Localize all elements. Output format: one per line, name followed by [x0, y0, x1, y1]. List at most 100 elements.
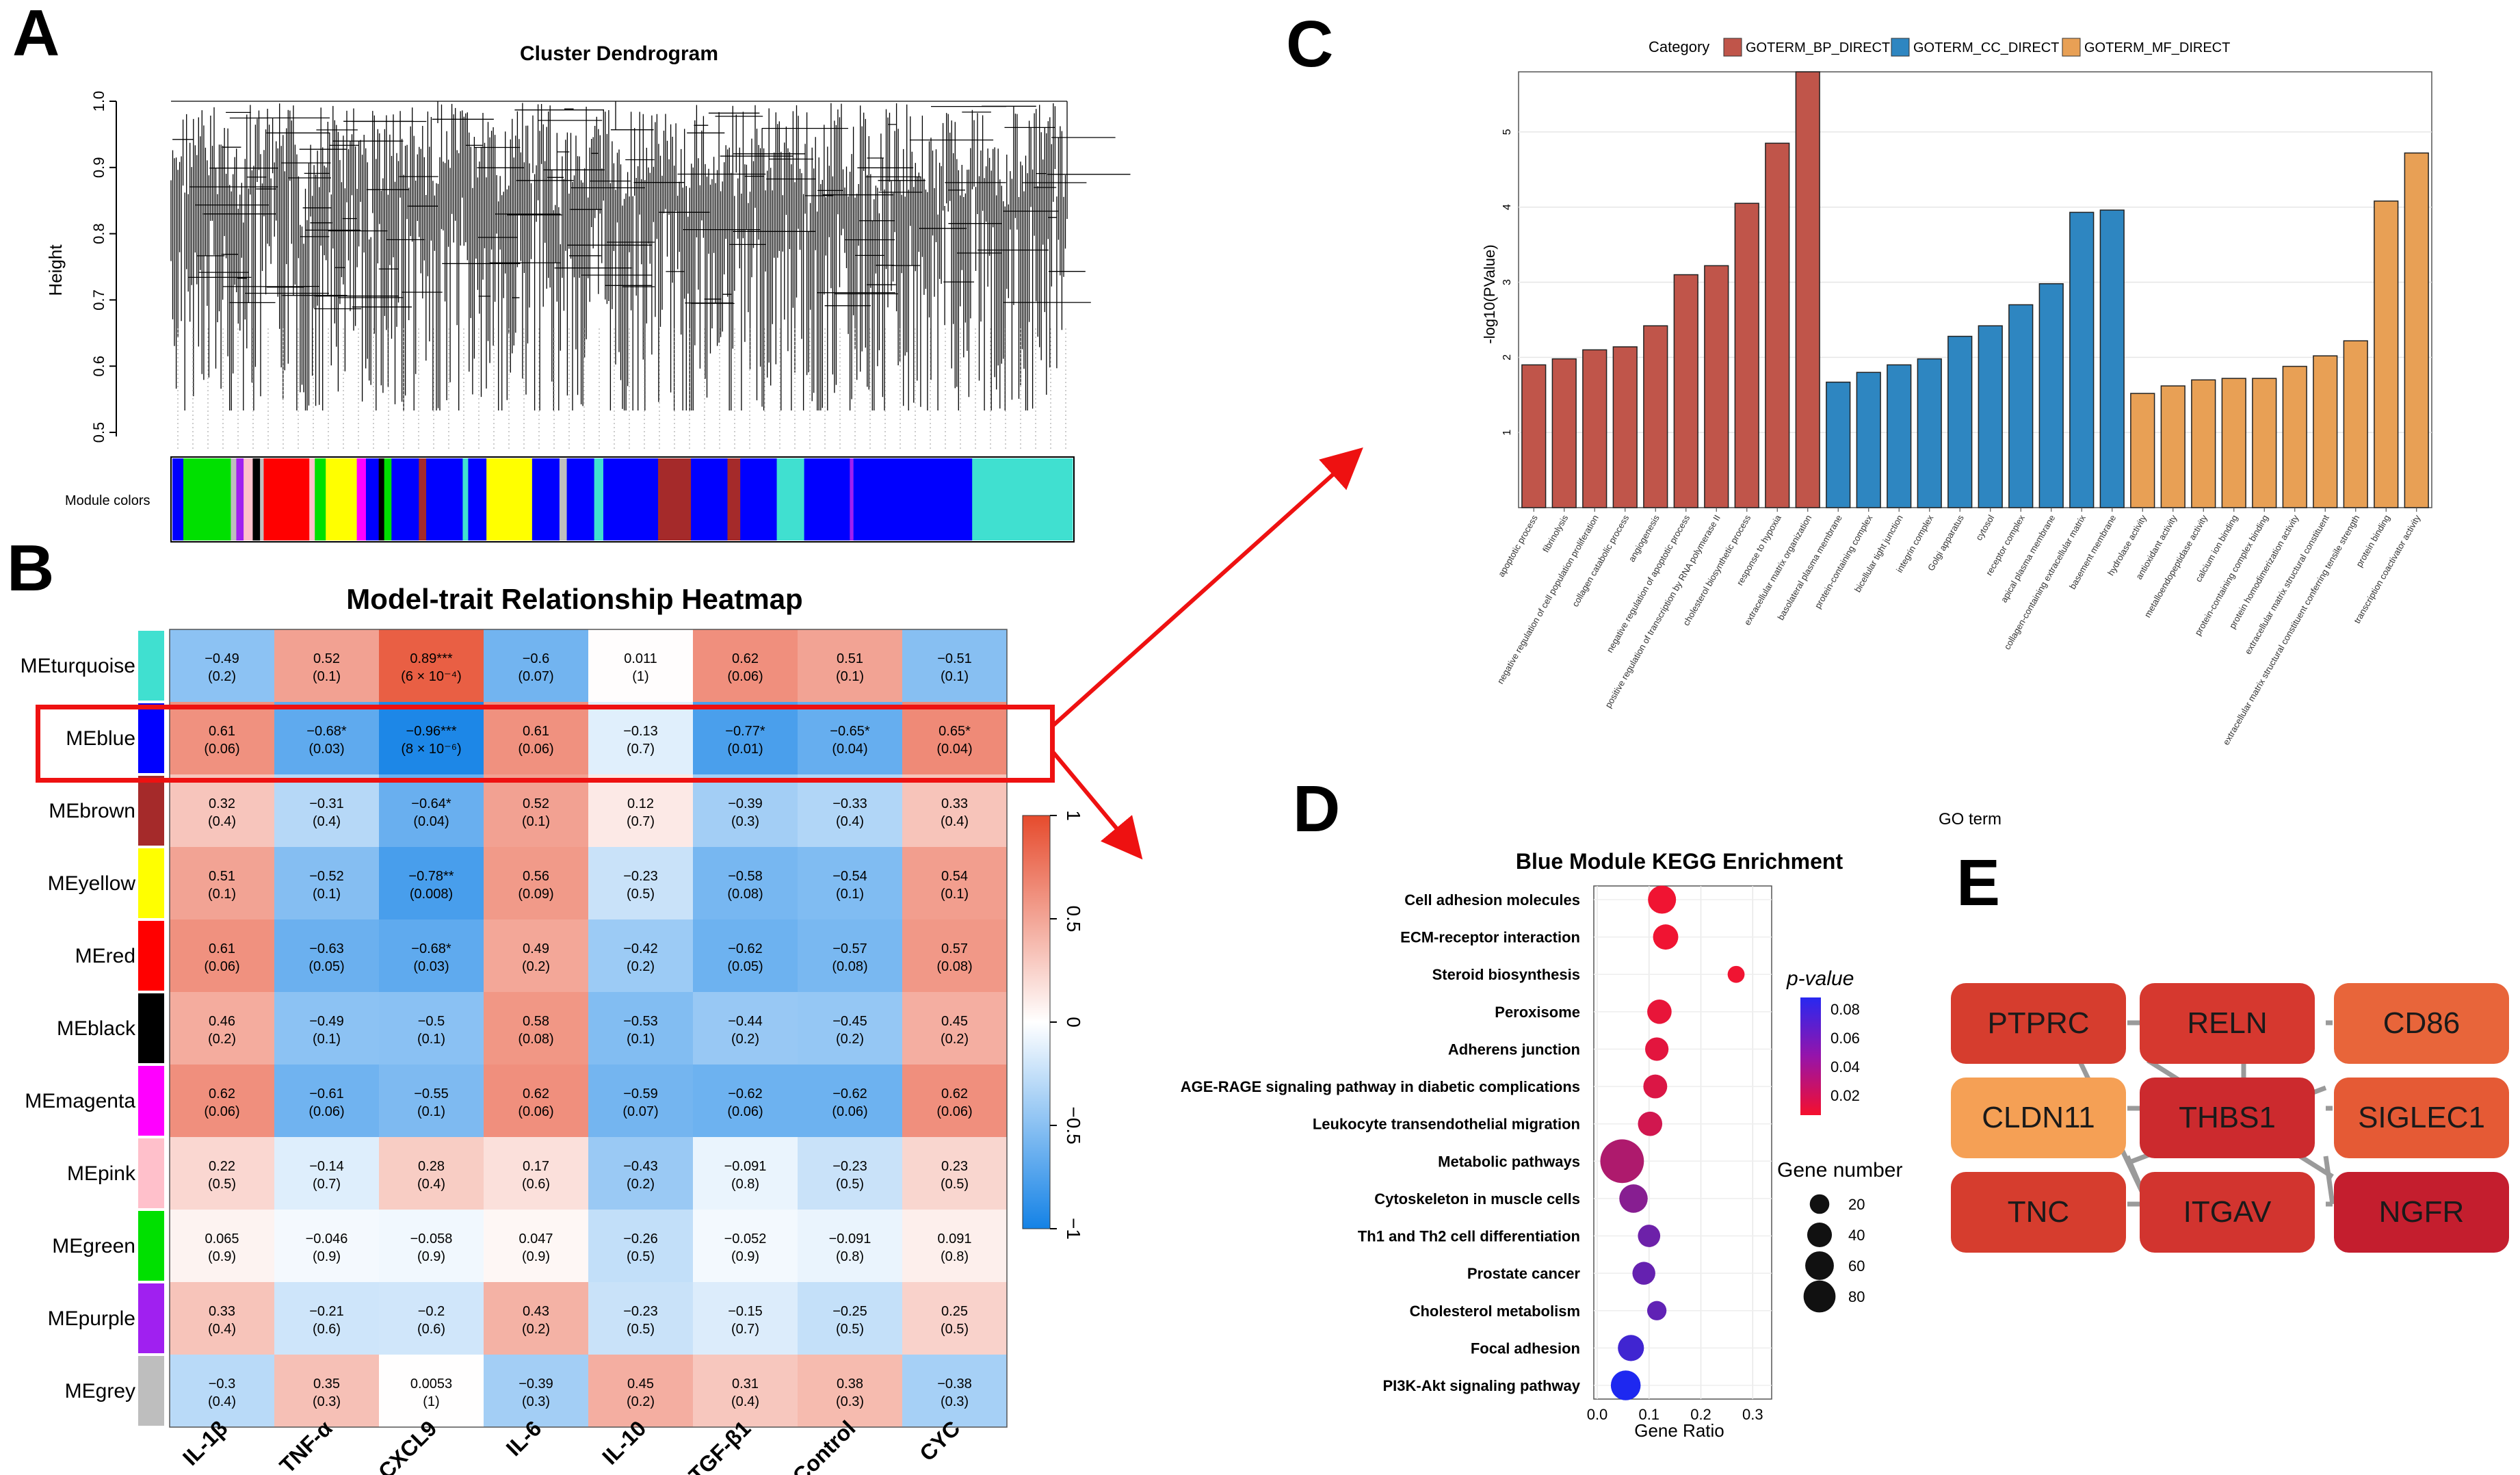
- heatmap-cell-r: 0.62: [941, 1086, 968, 1101]
- module-color-segment: [244, 458, 253, 540]
- heatmap-cell: [170, 629, 274, 702]
- module-colors-frame: [170, 456, 1075, 543]
- heatmap-cell-p: (0.08): [727, 887, 763, 902]
- go-xtick-label: antioxidant activity: [2134, 513, 2179, 582]
- heatmap-cell-p: (0.1): [208, 887, 236, 902]
- module-color-segment: [183, 458, 231, 540]
- go-bar: [1795, 71, 1820, 508]
- heatmap-module-color: [138, 1356, 164, 1426]
- heatmap-cell-r: −0.49: [309, 1014, 344, 1029]
- kegg-size-legend-dot: [1809, 1194, 1830, 1214]
- heatmap-cell: [379, 774, 484, 847]
- dendrogram-ytick-label: 0.5: [90, 422, 107, 443]
- heatmap-cell: [588, 1210, 693, 1282]
- module-color-segment: [365, 458, 380, 540]
- heatmap-cell-r: −0.052: [724, 1231, 767, 1246]
- dendrogram-guides: [177, 328, 1066, 452]
- module-color-segment: [559, 458, 568, 540]
- heatmap-cell-r: −0.59: [623, 1086, 658, 1101]
- heatmap-cell-p: (0.6): [522, 1177, 550, 1192]
- module-color-segment: [740, 458, 778, 540]
- heatmap-cell-r: −0.62: [728, 1086, 763, 1101]
- heatmap-cell: [798, 992, 902, 1065]
- module-color-segment: [727, 458, 741, 540]
- module-color-segment: [356, 458, 367, 540]
- heatmap-cell-r: 0.62: [209, 1086, 235, 1101]
- heatmap-module-color: [138, 848, 164, 918]
- heatmap-cell-r: 0.22: [209, 1159, 235, 1174]
- kegg-pvalue-tick: 0.08: [1830, 1001, 1860, 1018]
- kegg-size-legend-label: 20: [1848, 1196, 1865, 1213]
- go-bar: [1582, 349, 1607, 508]
- heatmap-cell-r: −0.33: [832, 796, 867, 811]
- heatmap-cell-r: 0.52: [523, 796, 549, 811]
- heatmap-cell-p: (0.5): [941, 1177, 969, 1192]
- go-legend-label: GOTERM_MF_DIRECT: [2084, 40, 2230, 55]
- heatmap-cell-p: (0.3): [313, 1394, 341, 1409]
- heatmap-cell-r: 0.62: [523, 1086, 549, 1101]
- heatmap-cell-p: (0.4): [208, 1394, 236, 1409]
- heatmap-module-color: [138, 1211, 164, 1281]
- heatmap-cell-r: −0.091: [724, 1159, 767, 1174]
- kegg-size-legend-label: 40: [1848, 1227, 1865, 1244]
- heatmap-module-color: [138, 1283, 164, 1353]
- heatmap-cell-r: 0.51: [209, 869, 235, 884]
- heatmap-cell: [798, 1355, 902, 1427]
- go-xtick-label: collagen-containing extracellular matrix: [2001, 513, 2088, 652]
- heatmap-cell: [798, 919, 902, 992]
- heatmap-cell-p: (0.1): [313, 887, 341, 902]
- heatmap-cell-r: 0.49: [523, 941, 549, 956]
- heatmap-cell-r: −0.78**: [408, 869, 454, 884]
- dendrogram-branches: [170, 101, 1131, 410]
- network-node: THBS1: [2140, 1078, 2315, 1158]
- colorbar-tick-label: −0.5: [1063, 1106, 1084, 1144]
- go-bar: [1887, 364, 1912, 508]
- arrow-to-kegg-panel: [1051, 751, 1143, 860]
- heatmap-cell-p: (0.5): [627, 887, 655, 902]
- go-ytick-label: 4: [1501, 204, 1513, 210]
- heatmap-cell: [693, 919, 798, 992]
- heatmap-cell-p: (0.6): [313, 1322, 341, 1337]
- heatmap-cell: [588, 774, 693, 847]
- go-xtick-label: receptor complex: [1984, 513, 2027, 577]
- heatmap-cell-p: (0.4): [731, 1394, 759, 1409]
- go-bar: [1978, 325, 2003, 508]
- go-xtick-label: hydrolase activity: [2105, 513, 2149, 577]
- heatmap-cell: [798, 774, 902, 847]
- heatmap-module-color: [138, 776, 164, 846]
- heatmap-cell-p: (0.5): [836, 1177, 864, 1192]
- heatmap-cell: [902, 1355, 1007, 1427]
- heatmap-cell: [588, 1065, 693, 1137]
- kegg-xtick-label: 0.2: [1690, 1406, 1711, 1423]
- kegg-pvalue-tick: 0.06: [1830, 1030, 1860, 1047]
- heatmap-cell-p: (0.09): [518, 887, 553, 902]
- go-plot-area: [1518, 71, 2432, 508]
- heatmap-cell: [170, 774, 274, 847]
- heatmap-cell: [379, 1137, 484, 1210]
- heatmap-cell-r: 0.35: [313, 1376, 340, 1392]
- meblue-highlight-box: [36, 705, 1055, 783]
- heatmap-title: Model-trait Relationship Heatmap: [346, 583, 802, 615]
- heatmap-cell: [484, 1137, 588, 1210]
- kegg-size-legend-dot: [1807, 1222, 1833, 1248]
- heatmap-cell: [274, 847, 379, 919]
- heatmap-cell-r: −0.14: [309, 1159, 344, 1174]
- go-xtick-label: protein-containing complex: [1813, 513, 1875, 610]
- heatmap-cell-p: (0.4): [313, 814, 341, 829]
- go-xtick-label: protein binding: [2354, 513, 2392, 569]
- heatmap-cell: [484, 1065, 588, 1137]
- heatmap-cell: [588, 847, 693, 919]
- go-bar: [1947, 335, 1973, 508]
- heatmap-cell: [693, 1282, 798, 1355]
- go-ylabel: -log10(PValue): [1481, 244, 1498, 343]
- go-legend-title: Category: [1649, 38, 1709, 55]
- heatmap-cell-r: 0.54: [941, 869, 968, 884]
- heatmap-cell-p: (0.03): [413, 959, 449, 974]
- heatmap-cell-p: (0.1): [417, 1032, 445, 1047]
- go-xtick-label: extracellular matrix organization: [1742, 513, 1814, 627]
- panel-label-a: A: [12, 0, 60, 70]
- go-bar: [1521, 364, 1547, 508]
- module-color-segment: [252, 458, 261, 540]
- kegg-bubble: [1638, 1225, 1661, 1247]
- kegg-xtick-label: 0.0: [1587, 1406, 1608, 1423]
